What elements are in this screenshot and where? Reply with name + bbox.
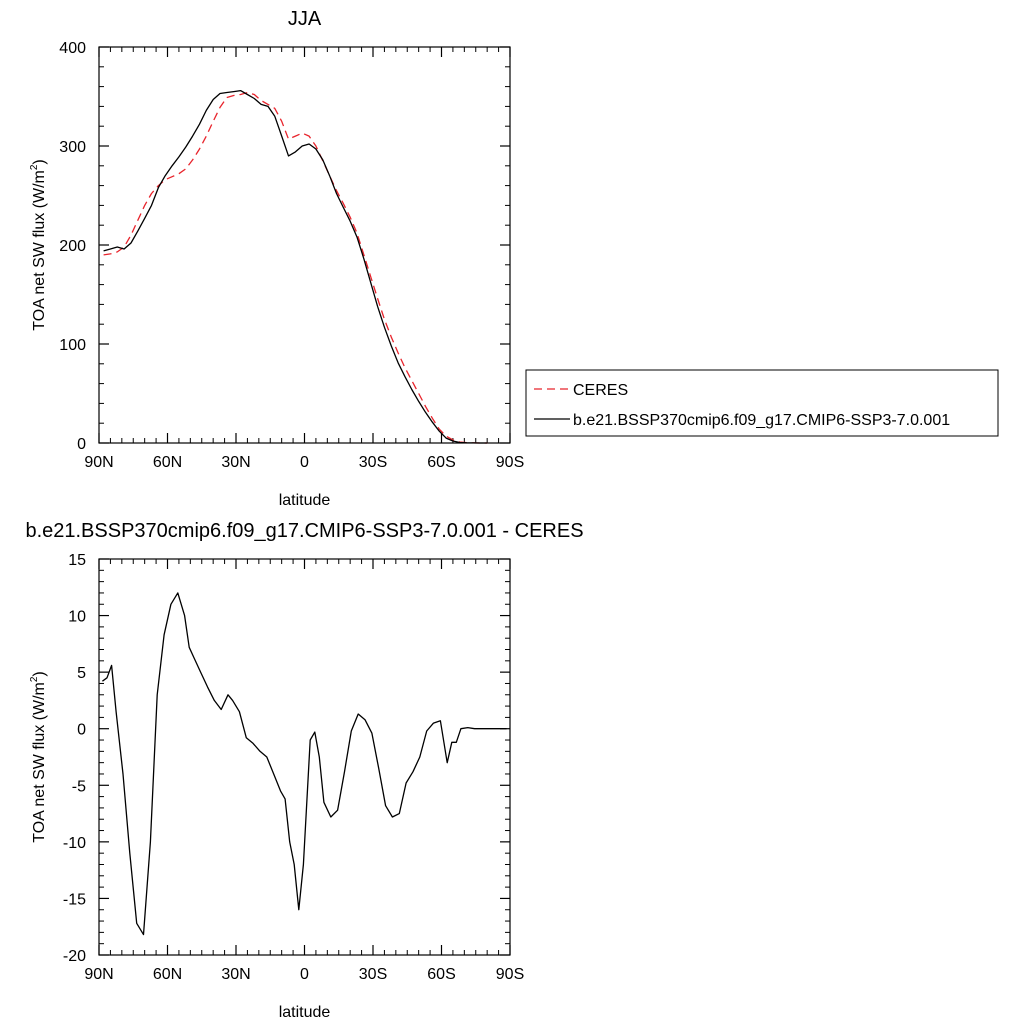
x-tick-label: 60N xyxy=(153,454,182,471)
y-tick-label: 5 xyxy=(77,665,86,682)
y-axis-label-superscript: 2 xyxy=(29,676,40,682)
x-tick-label: 90S xyxy=(496,966,524,983)
x-tick-label: 60S xyxy=(427,966,455,983)
x-axis-label: latitude xyxy=(279,492,331,509)
y-tick-label: 15 xyxy=(68,552,86,569)
y-tick-label: 0 xyxy=(77,436,86,453)
x-tick-label: 30N xyxy=(221,966,250,983)
x-tick-label: 60S xyxy=(427,454,455,471)
top-chart: JJA 90N 60N 30N 0 30S 60S 90S 0 100 200 300 400 latit… xyxy=(29,8,524,509)
x-tick-label: 30S xyxy=(359,454,387,471)
y-axis-label-close: ) xyxy=(31,159,48,164)
legend-label: CERES xyxy=(573,382,628,399)
series-line-0 xyxy=(103,91,488,444)
y-tick-label: -15 xyxy=(63,891,86,908)
legend-label: b.e21.BSSP370cmip6.f09_g17.CMIP6-SSP3-7.… xyxy=(573,412,950,429)
x-tick-label: 90N xyxy=(84,966,113,983)
y-tick-label: -10 xyxy=(63,835,86,852)
y-tick-label: -5 xyxy=(72,778,86,795)
y-axis-label: TOA net SW flux (W/m2) xyxy=(29,159,48,331)
x-tick-label: 30S xyxy=(359,966,387,983)
x-tick-label: 90N xyxy=(84,454,113,471)
y-tick-label: -20 xyxy=(63,948,86,965)
y-axis-label-close: ) xyxy=(31,671,48,676)
legend-box xyxy=(525,369,999,437)
y-tick-label: 100 xyxy=(59,337,86,354)
y-axis-label-text: TOA net SW flux (W/m xyxy=(31,170,48,331)
series-line-1 xyxy=(103,89,488,444)
x-tick-label: 60N xyxy=(153,966,182,983)
series-line-0 xyxy=(102,592,507,936)
y-tick-label: 200 xyxy=(59,238,86,255)
y-tick-label: 0 xyxy=(77,722,86,739)
y-axis-label: TOA net SW flux (W/m2) xyxy=(29,671,48,843)
x-tick-label: 90S xyxy=(496,454,524,471)
y-tick-label: 300 xyxy=(59,139,86,156)
chart-title: b.e21.BSSP370cmip6.f09_g17.CMIP6-SSP3-7.… xyxy=(25,520,583,542)
y-axis-label-text: TOA net SW flux (W/m xyxy=(31,682,48,843)
y-tick-label: 400 xyxy=(59,40,86,57)
x-tick-label: 0 xyxy=(300,454,309,471)
x-tick-label: 0 xyxy=(300,966,309,983)
x-tick-label: 30N xyxy=(221,454,250,471)
y-tick-label: 10 xyxy=(68,609,86,626)
plot-frame xyxy=(98,46,511,444)
chart-title: JJA xyxy=(288,8,322,30)
bottom-chart: b.e21.BSSP370cmip6.f09_g17.CMIP6-SSP3-7.… xyxy=(25,520,583,1021)
y-axis-label-superscript: 2 xyxy=(29,164,40,170)
legend: CERES b.e21.BSSP370cmip6.f09_g17.CMIP6-SS… xyxy=(525,369,999,437)
x-axis-label: latitude xyxy=(279,1004,331,1021)
